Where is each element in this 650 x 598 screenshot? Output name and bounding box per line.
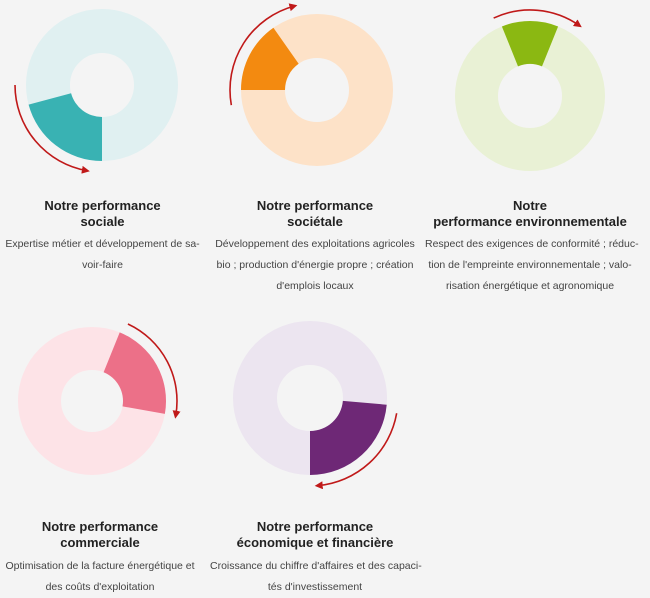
direction-arrow-icon	[127, 323, 181, 419]
desc-line: bio ; production d'énergie propre ; créa…	[216, 259, 414, 271]
desc-line: voir-faire	[82, 259, 123, 271]
title-line: Notre	[513, 198, 547, 213]
card-description: Expertise métier et développement de sa-…	[0, 234, 205, 276]
donut-highlight-segment	[28, 93, 102, 161]
title-line: performance environnementale	[433, 214, 627, 229]
desc-line: Développement des exploitations agricole…	[215, 238, 415, 250]
desc-line: Croissance du chiffre d'affaires et des …	[210, 560, 422, 572]
performance-card-sociale: Notre performance sociale Expertise méti…	[0, 0, 205, 290]
card-title: Notre performance commerciale	[0, 519, 200, 551]
donut-highlight-segment	[241, 27, 299, 90]
card-description: Croissance du chiffre d'affaires et des …	[210, 556, 422, 598]
direction-arrow-icon	[493, 9, 582, 28]
donut-highlight-segment	[501, 21, 559, 67]
desc-line: risation énergétique et agronomique	[445, 280, 615, 292]
title-line: Notre performance	[44, 198, 161, 213]
card-title: Notre performance économique et financiè…	[210, 519, 420, 551]
title-line: commerciale	[60, 535, 140, 550]
desc-line: Respect des exigences de conformité ; ré…	[425, 238, 639, 250]
title-line: Notre performance	[256, 198, 374, 213]
donut-chart-commerciale	[18, 323, 181, 475]
desc-line: Optimisation de la facture énergétique e…	[5, 560, 195, 572]
card-description: Développement des exploitations agricole…	[210, 234, 420, 297]
desc-line: Expertise métier et développement de sa-	[5, 238, 200, 250]
title-line: sociale	[80, 214, 125, 229]
donut-highlight-segment	[310, 400, 387, 475]
donut-chart-economique	[233, 321, 398, 490]
card-title: Notre performance sociale	[0, 198, 205, 230]
performance-card-economique-financiere: Notre performance économique et financiè…	[210, 310, 422, 593]
direction-arrow-icon	[14, 84, 90, 174]
title-line: sociétale	[287, 214, 343, 229]
desc-line: des coûts d'exploitation	[45, 581, 155, 593]
title-line: Notre performance	[256, 519, 374, 534]
desc-line: tion de l'empreinte environnementale ; v…	[428, 259, 632, 271]
performance-card-societale: Notre performance sociétale Développemen…	[210, 0, 420, 292]
card-title: Notre performance environnementale	[425, 198, 635, 230]
donut-chart-environnementale	[455, 9, 605, 171]
card-description: Optimisation de la facture énergétique e…	[0, 556, 200, 598]
card-description: Respect des exigences de conformité ; ré…	[425, 234, 639, 297]
performance-card-commerciale: Notre performance commerciale Optimisati…	[0, 310, 200, 593]
card-title: Notre performance sociétale	[210, 198, 420, 230]
donut-chart-sociale	[14, 9, 178, 174]
donut-highlight-segment	[103, 332, 167, 414]
performance-card-environnementale: Notre performance environnementale Respe…	[425, 0, 639, 292]
desc-line: d'emplois locaux	[276, 280, 354, 292]
title-line: économique et financière	[236, 535, 394, 550]
direction-arrow-icon	[314, 413, 398, 490]
title-line: Notre performance	[41, 519, 159, 534]
donut-chart-societale	[229, 3, 393, 166]
desc-line: tés d'investissement	[267, 581, 363, 593]
direction-arrow-icon	[229, 3, 298, 106]
